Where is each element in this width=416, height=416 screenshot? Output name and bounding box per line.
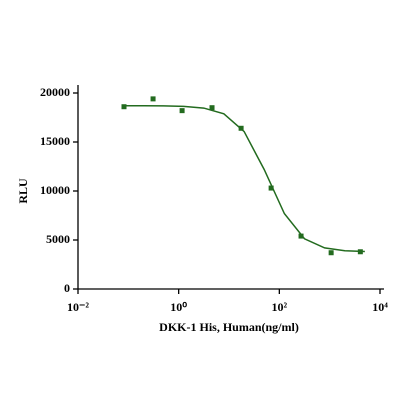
data-point bbox=[179, 108, 185, 114]
data-point bbox=[209, 105, 215, 111]
x-tick-label: 10⁻² bbox=[67, 300, 89, 314]
fit-curve bbox=[123, 104, 365, 253]
y-tick-label: 15000 bbox=[40, 134, 70, 148]
y-tick-label: 20000 bbox=[40, 85, 70, 99]
x-tick-label: 10⁴ bbox=[372, 300, 388, 314]
data-point bbox=[328, 250, 334, 256]
y-tick-label: 0 bbox=[64, 281, 70, 295]
data-point bbox=[268, 185, 274, 191]
x-tick-label: 10⁰ bbox=[170, 300, 187, 314]
data-point bbox=[298, 233, 304, 239]
x-axis-label: DKK-1 His, Human(ng/ml) bbox=[159, 320, 299, 334]
data-point bbox=[121, 104, 127, 110]
y-tick-label: 10000 bbox=[40, 183, 70, 197]
y-tick-label: 5000 bbox=[46, 232, 70, 246]
y-axis-label: RLU bbox=[16, 178, 30, 204]
data-point bbox=[150, 96, 156, 102]
x-tick-label: 10² bbox=[272, 300, 288, 314]
